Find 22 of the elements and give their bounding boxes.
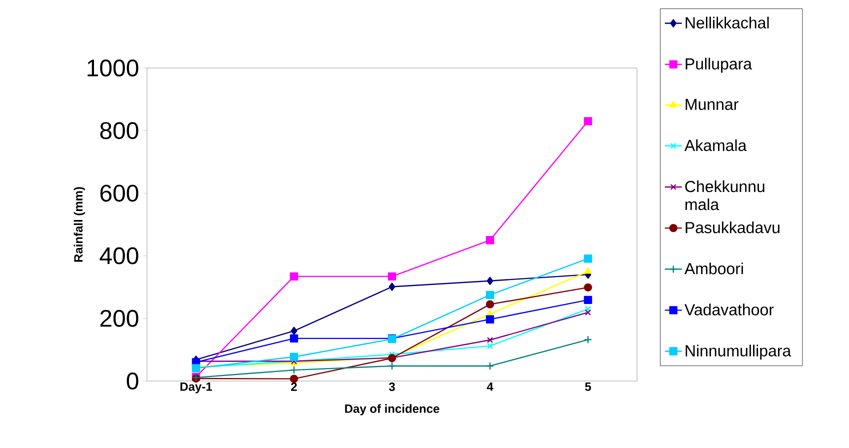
legend-label: Munnar: [686, 98, 738, 110]
x-axis-title: Day of incidence: [345, 404, 440, 416]
x-tick-label: 3: [388, 382, 395, 392]
legend-label: Pullupara: [686, 58, 752, 73]
legend-label: Ninnumullipara: [686, 344, 792, 360]
legend-label: Chekkunnu mala: [685, 180, 764, 210]
y-tick-label: 800: [100, 122, 138, 140]
legend-label: Vadavathoor: [684, 304, 774, 316]
y-tick-label: 1000: [88, 59, 138, 76]
y-axis-title: Rainfall (mm): [74, 187, 85, 262]
y-tick-label: 600: [100, 184, 138, 202]
y-tick-label: 400: [100, 247, 138, 264]
legend-label: Nellikkachal: [686, 16, 769, 28]
legend-label: Pasukkadavu: [686, 222, 780, 234]
legend-label: Akamala: [684, 139, 747, 152]
x-tick-label: 5: [585, 382, 592, 391]
y-tick-label: 200: [100, 310, 138, 327]
legend-label: Amboori: [684, 262, 743, 274]
x-tick-label: 4: [486, 382, 494, 391]
x-tick-label: 2: [291, 382, 297, 391]
y-tick-label: 0: [126, 372, 138, 390]
x-tick-label: Day-1: [180, 382, 212, 394]
